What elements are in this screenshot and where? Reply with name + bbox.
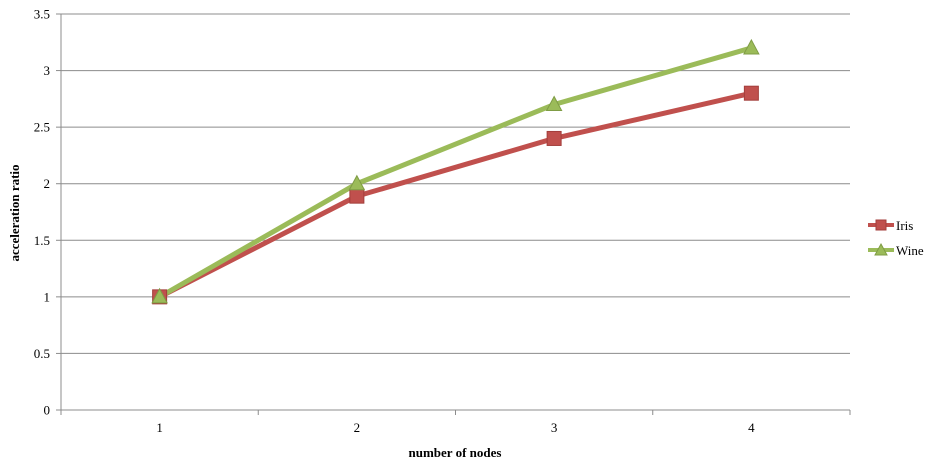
series-lines xyxy=(157,45,754,300)
legend-marker-iris xyxy=(875,219,887,231)
y-tick-label-6: 3 xyxy=(44,63,51,78)
y-tick-label-2: 1 xyxy=(44,289,51,304)
x-axis-title: number of nodes xyxy=(409,445,502,460)
legend-label-iris: Iris xyxy=(896,218,913,233)
point-wine-4 xyxy=(743,38,760,55)
y-tick-labels: 0 0.5 1 1.5 2 2.5 3 3.5 xyxy=(34,7,50,418)
y-tick-label-0: 0 xyxy=(44,403,51,418)
legend-item-wine: Wine xyxy=(868,242,924,258)
grid-lines xyxy=(61,13,850,354)
legend: Iris Wine xyxy=(868,218,924,258)
legend-marker-wine xyxy=(874,242,888,256)
y-tick-label-7: 3.5 xyxy=(34,7,50,22)
axes xyxy=(56,13,851,415)
x-tick-label-2: 2 xyxy=(354,420,361,435)
series-line-iris xyxy=(157,90,754,300)
y-axis-title: acceleration ratio xyxy=(7,164,22,261)
point-wine-2 xyxy=(348,174,366,191)
legend-item-iris: Iris xyxy=(868,218,913,233)
x-tick-label-1: 1 xyxy=(156,420,163,435)
point-iris-4 xyxy=(743,85,759,101)
x-tick-labels: 1 2 3 4 xyxy=(156,420,755,435)
point-wine-3 xyxy=(545,95,563,112)
y-tick-label-4: 2 xyxy=(44,176,51,191)
series-markers xyxy=(151,38,760,305)
series-line-wine xyxy=(157,45,754,300)
y-tick-label-1: 0.5 xyxy=(34,346,50,361)
x-tick-label-4: 4 xyxy=(748,420,755,435)
point-wine-1 xyxy=(151,287,168,304)
legend-label-wine: Wine xyxy=(896,243,924,258)
point-iris-3 xyxy=(546,130,562,146)
point-iris-2 xyxy=(349,188,365,204)
x-tick-label-3: 3 xyxy=(551,420,558,435)
y-tick-label-5: 2.5 xyxy=(34,120,50,135)
y-tick-label-3: 1.5 xyxy=(34,233,50,248)
